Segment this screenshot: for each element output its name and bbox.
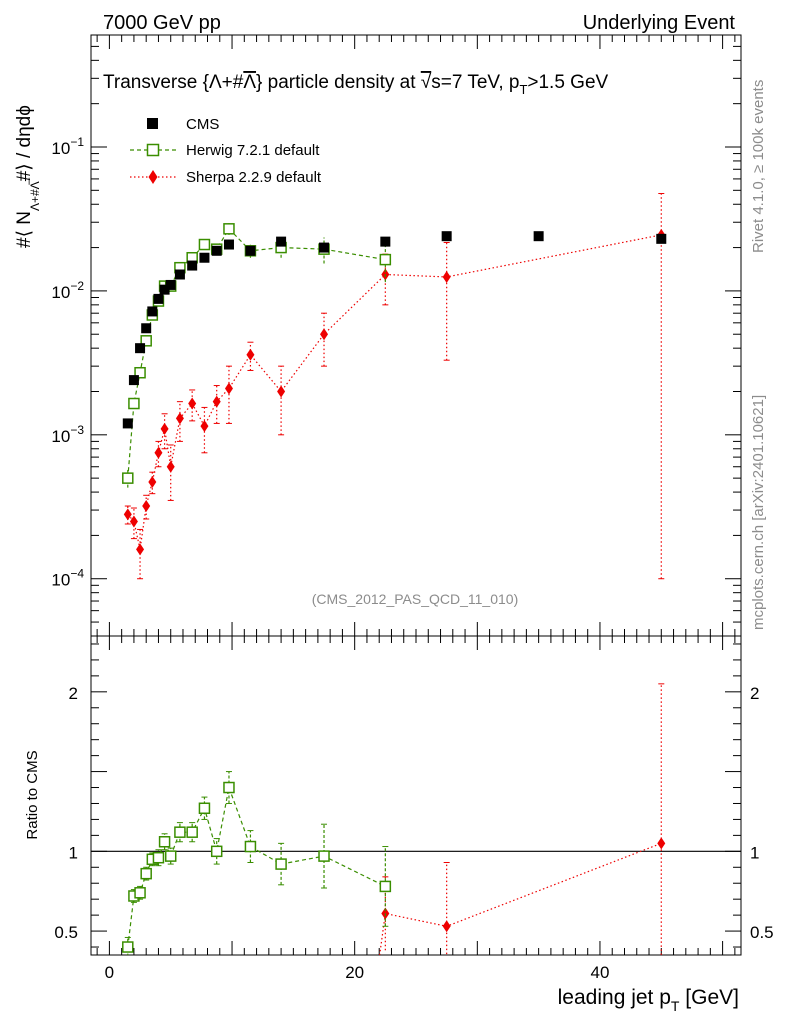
cms-point: [319, 243, 329, 253]
legend-label-sherpa: Sherpa 2.2.9 default: [186, 169, 322, 186]
legend-label-herwig: Herwig 7.2.1 default: [186, 142, 320, 159]
x-axis-label: leading jet pT [GeV]: [558, 986, 739, 1014]
svg-text:#⟨ NΛ+#Λ̅#⟩ / dηdϕ: #⟨ NΛ+#Λ̅#⟩ / dηdϕ: [14, 105, 42, 248]
herwig-ratio-point: [160, 837, 170, 847]
ratio-y-axis-label: Ratio to CMS: [24, 750, 41, 839]
sherpa-ratio-line: [373, 843, 661, 1003]
herwig-ratio-point: [199, 803, 209, 813]
sherpa-ratio-point: [657, 837, 665, 849]
herwig-point: [129, 399, 139, 409]
x-tick-label: 20: [345, 963, 364, 982]
sherpa-point: [130, 515, 138, 527]
sherpa-point: [161, 423, 169, 435]
herwig-ratio-line: [128, 788, 386, 948]
cms-point: [135, 343, 145, 353]
cms-point: [656, 234, 666, 244]
herwig-ratio-point: [187, 827, 197, 837]
sherpa-point: [213, 396, 221, 408]
mcplots-label: mcplots.cern.ch [arXiv:2401.10621]: [750, 395, 767, 630]
herwig-ratio-point: [276, 859, 286, 869]
cms-point: [129, 375, 139, 385]
sherpa-point: [246, 349, 254, 361]
legend-label-cms: CMS: [186, 116, 219, 133]
herwig-point: [380, 255, 390, 265]
cms-point: [199, 253, 209, 263]
legend-marker-cms: [147, 118, 158, 129]
herwig-point: [199, 240, 209, 250]
cms-point: [380, 237, 390, 247]
cms-point: [276, 237, 286, 247]
cms-point: [442, 231, 452, 241]
chart-title: Transverse {Λ+#Λ} particle density at √s…: [103, 72, 609, 97]
ratio-y-tick-label: 1: [69, 843, 78, 862]
herwig-ratio-point: [123, 942, 133, 952]
herwig-ratio-point: [380, 881, 390, 891]
herwig-ratio-point: [135, 888, 145, 898]
sherpa-line: [128, 235, 661, 549]
x-tick-label: 40: [591, 963, 610, 982]
cms-point: [175, 270, 185, 280]
cms-point: [224, 240, 234, 250]
herwig-ratio-point: [166, 851, 176, 861]
header-right: Underlying Event: [583, 12, 736, 34]
sherpa-point: [225, 382, 233, 394]
sherpa-ratio-point: [443, 920, 451, 932]
main-series-layer: [123, 194, 666, 579]
y-axis-label: #⟨ NΛ+#Λ̅#⟩ / dηdϕ: [14, 105, 42, 248]
herwig-point: [123, 473, 133, 483]
sherpa-point: [124, 508, 132, 520]
y-tick-label: 10−4: [51, 567, 84, 590]
cms-point: [534, 231, 544, 241]
legend-marker-herwig: [148, 145, 159, 156]
cms-point: [212, 246, 222, 256]
y-tick-label: 10−3: [51, 423, 84, 446]
legend: CMS Herwig 7.2.1 default Sherpa 2.2.9 de…: [130, 116, 322, 186]
ratio-y-tick-label: 2: [69, 684, 78, 703]
cms-point: [147, 306, 157, 316]
herwig-ratio-point: [153, 853, 163, 863]
sherpa-point: [142, 500, 150, 512]
sherpa-point: [443, 271, 451, 283]
sherpa-point: [136, 543, 144, 555]
chart-canvas: 7000 GeV pp Underlying Event Rivet 4.1.0…: [0, 0, 786, 1024]
analysis-label: (CMS_2012_PAS_QCD_11_010): [312, 591, 519, 607]
cms-point: [187, 261, 197, 271]
cms-point: [166, 280, 176, 290]
herwig-ratio-point: [319, 851, 329, 861]
ratio-y-tick-label: 2: [750, 684, 759, 703]
ratio-y-tick-label: 1: [750, 843, 759, 862]
herwig-ratio-point: [175, 827, 185, 837]
cms-point: [153, 294, 163, 304]
herwig-point: [224, 224, 234, 234]
y-tick-label: 10−1: [51, 135, 84, 158]
legend-marker-sherpa: [149, 170, 158, 184]
ratio-plot-frame: [91, 636, 741, 955]
herwig-ratio-point: [224, 783, 234, 793]
cms-point: [123, 418, 133, 428]
x-tick-label: 0: [105, 963, 114, 982]
herwig-ratio-point: [245, 842, 255, 852]
sherpa-point: [176, 412, 184, 424]
rivet-label: Rivet 4.1.0, ≥ 100k events: [750, 80, 767, 253]
sherpa-point: [277, 385, 285, 397]
sherpa-point: [167, 461, 175, 473]
sherpa-point: [148, 476, 156, 488]
herwig-ratio-point: [141, 869, 151, 879]
cms-point: [141, 323, 151, 333]
cms-point: [245, 246, 255, 256]
header-left: 7000 GeV pp: [103, 12, 221, 34]
ratio-y-tick-label: 0.5: [750, 923, 774, 942]
herwig-ratio-point: [212, 846, 222, 856]
sherpa-point: [154, 447, 162, 459]
ratio-y-tick-label: 0.5: [54, 923, 78, 942]
y-tick-label: 10−2: [51, 279, 84, 302]
